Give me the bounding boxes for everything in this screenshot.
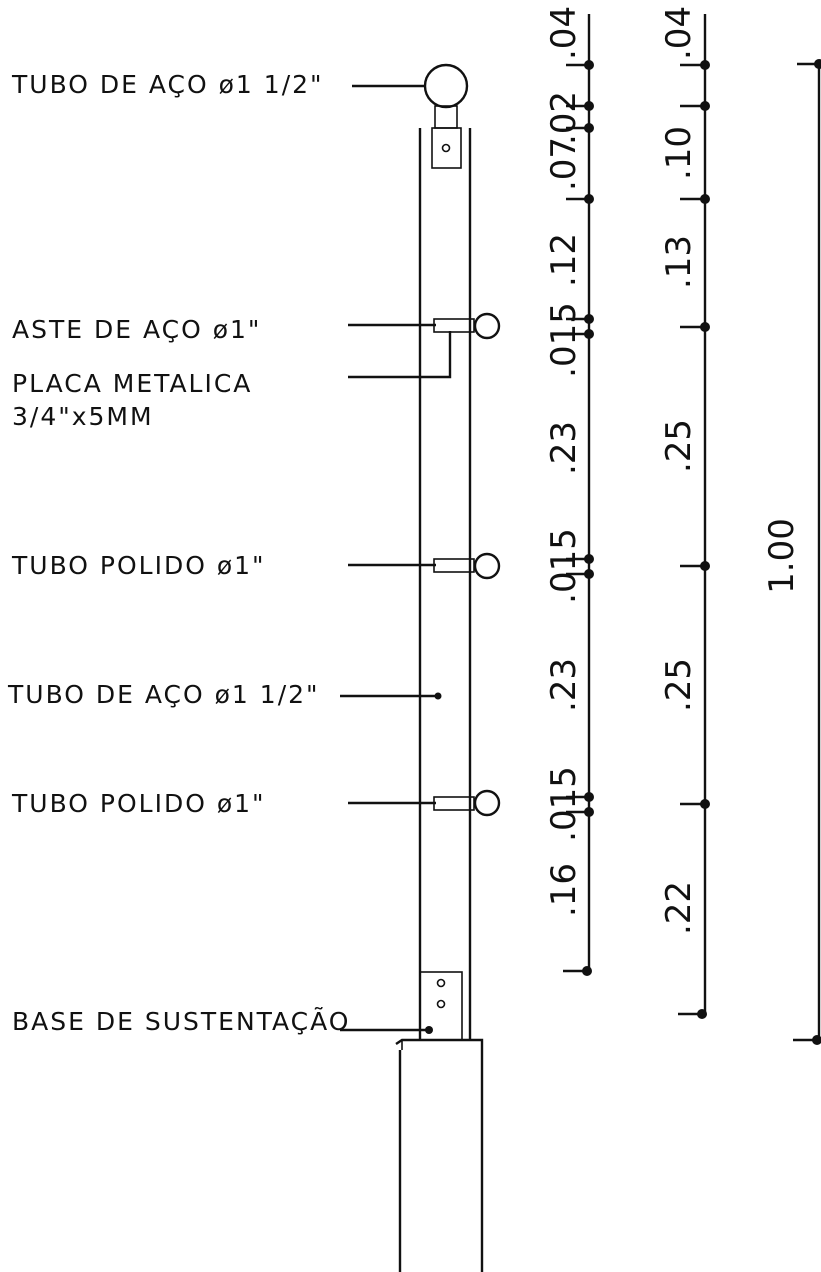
rod-plate-3 bbox=[433, 796, 475, 811]
label-steel-rod: ASTE DE AÇO ø1" bbox=[12, 315, 261, 344]
dim-ticks-2 bbox=[678, 60, 710, 1019]
dim-c3-0: 1.00 bbox=[762, 518, 802, 594]
leader-base-dot bbox=[425, 1026, 433, 1034]
rod-plate-1 bbox=[433, 318, 475, 333]
labels: TUBO DE AÇO ø1 1/2" ASTE DE AÇO ø1" PLAC… bbox=[7, 70, 350, 1036]
leader-post-dot bbox=[434, 692, 442, 700]
dim-c2-3: .25 bbox=[659, 419, 699, 473]
dim-c1-8: .015 bbox=[544, 766, 584, 842]
dimension-column-2: .04 .10 .13 .25 .25 .22 bbox=[659, 6, 710, 1019]
rod-section-3 bbox=[473, 789, 501, 817]
dimension-column-3: 1.00 bbox=[762, 59, 821, 1045]
dim-c1-9: .16 bbox=[544, 863, 584, 917]
base-hole-2 bbox=[436, 999, 446, 1009]
dim-c1-3: .12 bbox=[544, 233, 584, 287]
dim-c2-0: .04 bbox=[659, 6, 699, 60]
label-post: TUBO DE AÇO ø1 1/2" bbox=[7, 680, 320, 709]
label-top-rail: TUBO DE AÇO ø1 1/2" bbox=[11, 70, 324, 99]
dim-c1-6: .015 bbox=[544, 528, 584, 604]
label-base: BASE DE SUSTENTAÇÃO bbox=[12, 1006, 350, 1036]
rod-section-1 bbox=[473, 312, 501, 340]
top-bracket-plate bbox=[431, 127, 462, 169]
label-plate-line2: 3/4"x5MM bbox=[12, 402, 154, 431]
dim-ticks-1 bbox=[563, 60, 594, 976]
rod-plate-2 bbox=[433, 558, 475, 573]
label-polished-1: TUBO POLIDO ø1" bbox=[11, 551, 266, 580]
rod-section-2 bbox=[473, 552, 501, 580]
dim-c1-7: .23 bbox=[544, 658, 584, 712]
dim-c2-1: .10 bbox=[659, 126, 699, 180]
top-bracket-hole bbox=[441, 143, 451, 153]
base-hole-1 bbox=[436, 978, 446, 988]
post-assembly bbox=[395, 63, 501, 1272]
label-plate-line1: PLACA METALICA bbox=[12, 369, 252, 398]
base-support bbox=[395, 1038, 484, 1272]
leader-plate bbox=[348, 331, 452, 379]
top-bracket bbox=[434, 105, 458, 129]
dimension-column-1: .04 .02 .07 .12 .015 .23 .015 .23 .015 .… bbox=[544, 6, 594, 976]
leader-lines bbox=[340, 84, 452, 1034]
dim-c1-1: .02 bbox=[544, 91, 584, 145]
dim-c1-4: .015 bbox=[544, 302, 584, 378]
dim-c2-4: .25 bbox=[659, 658, 699, 712]
dim-c2-2: .13 bbox=[659, 235, 699, 289]
dim-c1-2: .07 bbox=[544, 137, 584, 191]
top-rail-section bbox=[423, 63, 469, 109]
dim-c2-5: .22 bbox=[659, 881, 699, 935]
dim-c1-5: .23 bbox=[544, 421, 584, 475]
dim-c1-0: .04 bbox=[544, 6, 584, 60]
label-polished-2: TUBO POLIDO ø1" bbox=[11, 789, 266, 818]
